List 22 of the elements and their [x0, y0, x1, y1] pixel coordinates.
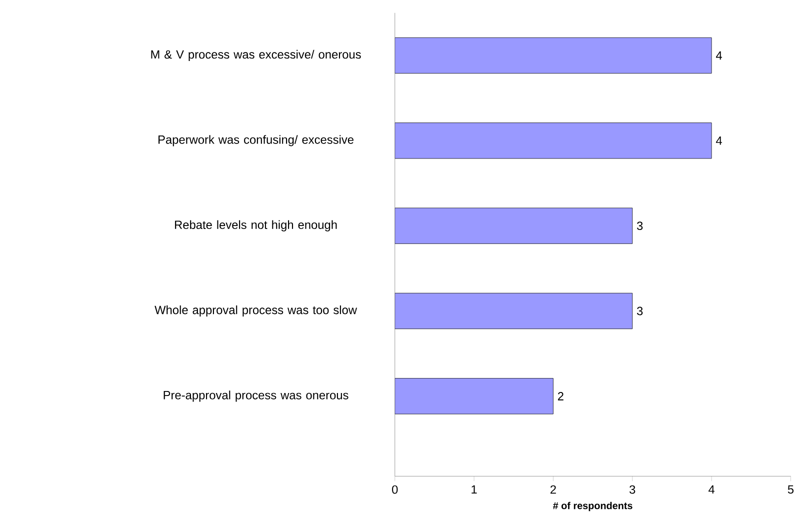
y-tick-label: Pre-approval process was onerous	[164, 390, 348, 402]
x-tick-label: 2	[550, 485, 556, 494]
x-tick-label: 4	[708, 485, 715, 494]
data-label: 2	[558, 392, 564, 400]
bar	[394, 122, 712, 159]
y-tick-label: M & V process was excessive/ onerous	[151, 50, 361, 62]
bar	[394, 293, 633, 330]
x-tick-label: 0	[392, 485, 398, 494]
y-tick-label: Rebate levels not high enough	[175, 220, 337, 232]
data-label: 3	[636, 306, 643, 316]
bar	[394, 378, 554, 414]
bar	[394, 38, 712, 74]
data-label: 4	[716, 136, 722, 145]
x-tick-label: 5	[788, 485, 794, 494]
y-tick-label: Whole approval process was too slow	[154, 306, 358, 317]
x-axis-title: # of respondents	[553, 502, 632, 512]
data-label: 4	[716, 51, 722, 60]
data-label: 3	[636, 222, 643, 230]
y-tick-label: Paperwork was confusing/ excessive	[158, 135, 354, 146]
x-tick-label: 3	[630, 485, 636, 494]
bar	[394, 208, 633, 244]
x-tick-label: 1	[472, 485, 477, 494]
